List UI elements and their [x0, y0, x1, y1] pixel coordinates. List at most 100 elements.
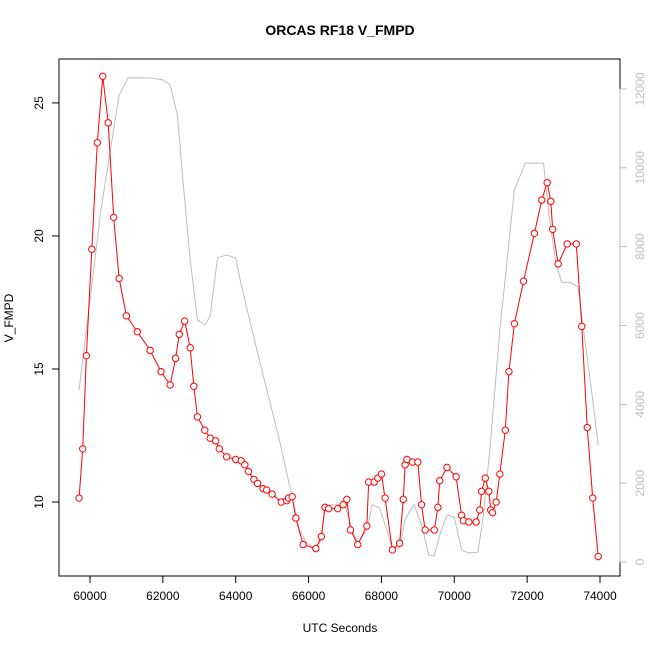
data-point: [324, 504, 333, 513]
series-line: [78, 76, 599, 557]
data-point: [510, 320, 519, 328]
data-point: [109, 213, 118, 222]
data-point: [133, 328, 142, 336]
data-point: [253, 479, 262, 488]
data-point: [244, 467, 253, 476]
data-point: [443, 463, 451, 472]
data-point: [104, 119, 112, 127]
x-axis-label: UTC Seconds: [303, 621, 378, 635]
data-point: [477, 487, 486, 496]
data-point: [268, 490, 276, 498]
data-point: [79, 445, 87, 453]
data-point: [414, 458, 422, 466]
x-tick-label: 64000: [219, 589, 253, 603]
data-point: [211, 437, 220, 445]
data-point: [554, 260, 562, 268]
data-point: [417, 500, 426, 509]
data-point: [171, 354, 180, 363]
data-point: [292, 514, 300, 522]
data-point: [476, 506, 484, 514]
data-point: [388, 546, 397, 554]
data-point: [175, 330, 183, 339]
series-line: [78, 77, 599, 557]
chart-title: ORCAS RF18 V_FMPD: [265, 22, 414, 38]
y2-tick-label: 10000: [633, 151, 647, 185]
data-point: [88, 245, 96, 253]
data-point: [436, 477, 444, 485]
data-point: [501, 426, 509, 434]
data-point: [115, 274, 123, 283]
data-point: [288, 493, 296, 501]
y-tick-label: 20: [32, 229, 46, 243]
data-point: [377, 470, 386, 478]
data-point: [334, 504, 342, 513]
data-point: [583, 423, 591, 432]
plot-box: [58, 58, 621, 577]
x-tick-label: 74000: [583, 589, 617, 603]
data-point: [215, 445, 224, 453]
data-point: [363, 522, 371, 530]
data-point: [430, 526, 438, 534]
data-point: [452, 473, 460, 481]
data-point: [93, 139, 101, 147]
data-point: [530, 229, 539, 237]
data-point: [538, 196, 546, 204]
data-point: [395, 539, 404, 547]
y-tick-label: 10: [32, 495, 46, 509]
data-point: [381, 494, 389, 502]
data-point: [578, 322, 586, 331]
data-point: [99, 72, 107, 80]
y2-tick-label: 6000: [633, 312, 647, 339]
y2-tick-label: 2000: [633, 469, 647, 496]
data-point: [572, 240, 581, 248]
x-tick-label: 62000: [146, 589, 180, 603]
data-point: [548, 225, 557, 233]
data-point: [317, 532, 326, 541]
y2-tick-label: 0: [633, 558, 647, 565]
data-point: [354, 540, 362, 549]
data-point: [181, 317, 189, 325]
data-point: [146, 346, 154, 355]
data-point: [589, 494, 597, 502]
data-point: [186, 344, 194, 352]
data-point: [543, 179, 551, 187]
y-axis-label: V_FMPD: [2, 293, 16, 342]
data-point: [339, 500, 347, 509]
data-point: [481, 474, 489, 482]
data-point: [594, 552, 602, 561]
data-point: [505, 367, 513, 376]
data-point: [157, 367, 165, 376]
x-tick-label: 66000: [292, 589, 326, 603]
data-point: [399, 495, 407, 504]
data-point: [299, 540, 307, 549]
data-point: [519, 277, 528, 285]
y-tick-label: 15: [32, 362, 46, 376]
y2-tick-label: 12000: [633, 72, 647, 106]
data-point: [343, 495, 351, 504]
data-point: [222, 453, 231, 461]
data-point: [166, 381, 174, 389]
data-point: [492, 498, 500, 506]
data-point: [563, 240, 571, 248]
data-point: [434, 503, 442, 512]
y2-tick-label: 8000: [633, 233, 647, 260]
data-point: [190, 382, 198, 390]
data-point: [75, 494, 83, 502]
data-point: [547, 197, 555, 206]
data-point: [485, 487, 493, 496]
y2-tick-label: 4000: [633, 391, 647, 418]
data-point: [312, 544, 320, 553]
y-tick-label: 25: [32, 96, 46, 110]
data-point: [496, 470, 504, 478]
x-tick-label: 68000: [365, 589, 399, 603]
data-point: [193, 413, 202, 421]
data-point: [262, 486, 271, 494]
x-tick-label: 60000: [73, 589, 107, 603]
data-point: [122, 312, 131, 320]
x-tick-label: 72000: [510, 589, 544, 603]
x-tick-label: 70000: [438, 589, 472, 603]
data-point: [488, 508, 497, 517]
data-point: [421, 526, 429, 534]
data-point: [346, 526, 355, 534]
